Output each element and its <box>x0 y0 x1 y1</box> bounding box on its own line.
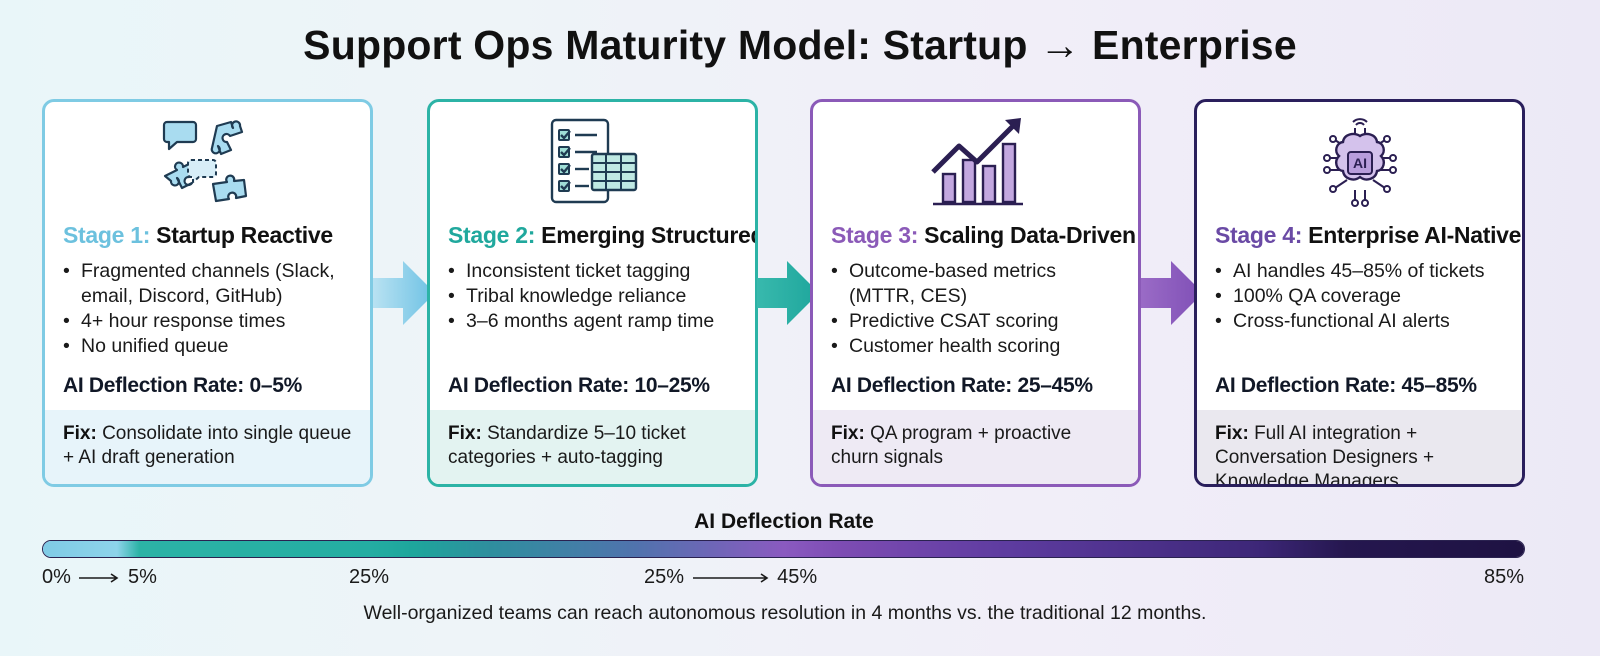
stage-heading: Stage 2: Emerging Structured <box>448 222 758 248</box>
scale-tick-0-5: 0% 5% <box>42 566 157 588</box>
list-item: Fragmented channels (Slack, <box>63 259 335 284</box>
fix-text: QA program + proactive churn signals <box>831 423 1072 468</box>
svg-text:AI: AI <box>1353 155 1367 171</box>
stage-card-3: Stage 3: Scaling Data-Driven Outcome-bas… <box>810 99 1141 487</box>
fix-box: Fix: Consolidate into single queue + AI … <box>45 410 370 484</box>
scale-tick-85: 85% <box>1484 566 1525 588</box>
list-item: (MTTR, CES) <box>849 285 968 307</box>
fix-text: Standardize 5–10 ticket categories + aut… <box>448 423 686 468</box>
fix-text: Consolidate into single queue + AI draft… <box>63 423 352 468</box>
fix-label: Fix: <box>1215 423 1249 444</box>
list-item: Customer health scoring <box>831 334 1060 359</box>
bullet-list: Outcome-based metrics (MTTR, CES) Predic… <box>831 259 1060 359</box>
stage-card-2: Stage 2: Emerging Structured Inconsisten… <box>427 99 758 487</box>
list-item: AI handles 45–85% of tickets <box>1215 259 1485 284</box>
arrow-right-icon <box>373 261 435 325</box>
list-item: email, Discord, GitHub) <box>81 285 283 307</box>
ai-brain-icon: AI <box>1197 114 1522 210</box>
deflection-rate: AI Deflection Rate: 25–45% <box>831 374 1093 397</box>
chat-puzzle-icon <box>45 114 370 210</box>
fix-text: Full AI integration + Conversation Desig… <box>1215 423 1435 487</box>
bullet-list: Fragmented channels (Slack, email, Disco… <box>63 259 335 359</box>
fix-label: Fix: <box>63 423 97 444</box>
list-item: 3–6 months agent ramp time <box>448 309 714 334</box>
page-title: Support Ops Maturity Model: Startup → En… <box>303 22 1297 68</box>
bullet-list: Inconsistent ticket tagging Tribal knowl… <box>448 259 714 334</box>
footnote: Well-organized teams can reach autonomou… <box>363 602 1207 624</box>
stage-card-4: AI Stage 4: Enterprise AI-Native AI hand… <box>1194 99 1525 487</box>
arrow-right-icon <box>1141 261 1203 325</box>
scale-tick-25: 25% <box>349 566 390 588</box>
list-item: Tribal knowledge reliance <box>448 284 714 309</box>
list-item: Outcome-based metrics <box>831 259 1060 284</box>
list-item: Cross-functional AI alerts <box>1215 309 1485 334</box>
fix-label: Fix: <box>831 423 865 444</box>
list-item: 4+ hour response times <box>63 309 335 334</box>
stage-heading: Stage 1: Startup Reactive <box>63 222 333 248</box>
fix-box: Fix: Full AI integration + Conversation … <box>1197 410 1522 484</box>
list-item: 100% QA coverage <box>1215 284 1485 309</box>
arrow-right-icon <box>79 573 119 583</box>
scale-tick-25-45: 25% 45% <box>644 566 818 588</box>
deflection-rate: AI Deflection Rate: 10–25% <box>448 374 710 397</box>
arrow-right-icon <box>692 573 769 583</box>
fix-label: Fix: <box>448 423 482 444</box>
fix-box: Fix: Standardize 5–10 ticket categories … <box>430 410 755 484</box>
arrow-right-icon <box>757 261 819 325</box>
bullet-list: AI handles 45–85% of tickets 100% QA cov… <box>1215 259 1485 334</box>
stage-heading: Stage 3: Scaling Data-Driven <box>831 222 1136 248</box>
stage-heading: Stage 4: Enterprise AI-Native <box>1215 222 1522 248</box>
stage-card-1: Stage 1: Startup Reactive Fragmented cha… <box>42 99 373 487</box>
deflection-rate: AI Deflection Rate: 45–85% <box>1215 374 1477 397</box>
list-item: Predictive CSAT scoring <box>831 309 1060 334</box>
growth-chart-icon <box>813 114 1138 210</box>
list-item: Inconsistent ticket tagging <box>448 259 714 284</box>
deflection-rate: AI Deflection Rate: 0–5% <box>63 374 303 397</box>
list-item: No unified queue <box>63 334 335 359</box>
fix-box: Fix: QA program + proactive churn signal… <box>813 410 1138 484</box>
scale-label: AI Deflection Rate <box>694 510 874 533</box>
deflection-gradient-bar <box>42 540 1525 558</box>
checklist-table-icon <box>430 114 755 210</box>
